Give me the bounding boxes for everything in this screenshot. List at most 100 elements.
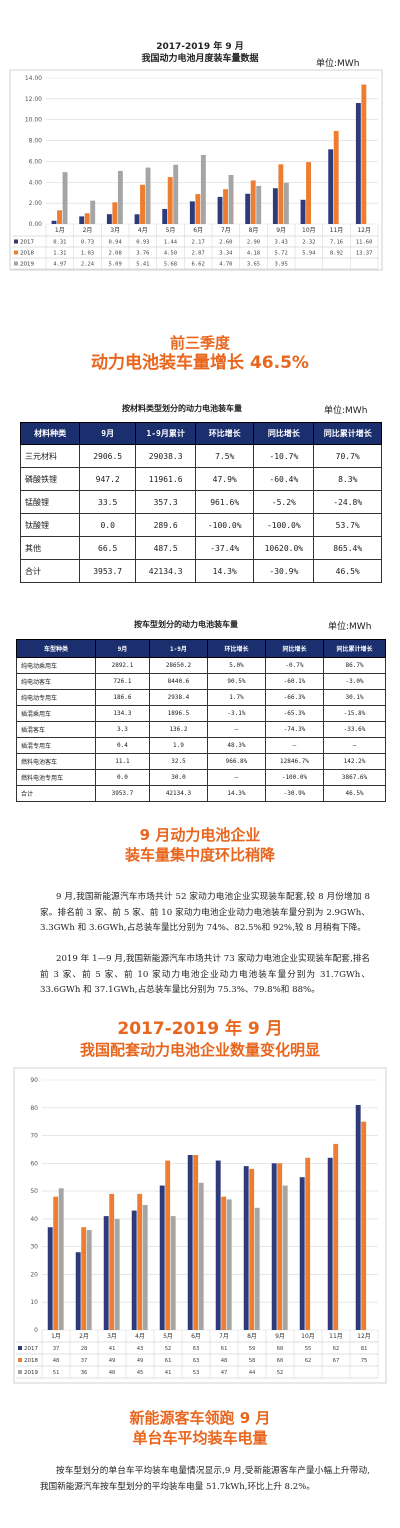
data-label: 3.34	[219, 251, 233, 257]
table-row: 纯电动专用车 186.6 2938.4 1.7% -66.3% 30.1%	[16, 689, 386, 706]
table1-title: 按材料类型划分的动力电池装车量	[122, 404, 242, 413]
row-label-cell: 锰酸锂	[19, 490, 81, 514]
value-cell: —	[206, 721, 266, 738]
value-cell: 186.6	[94, 689, 150, 706]
x-tick-label: 10月	[302, 227, 316, 234]
section3-heading-line1: 2017-2019 年 9 月	[117, 1019, 283, 1039]
x-tick-label: 4月	[138, 227, 148, 234]
value-cell: 8.3%	[313, 467, 382, 491]
data-label: 2.24	[81, 262, 95, 268]
bar-2018	[112, 202, 118, 224]
bar-2018	[223, 189, 228, 224]
value-cell: -10.7%	[253, 444, 315, 468]
value-cell: 142.2%	[323, 753, 386, 770]
bar-2018	[195, 194, 201, 224]
value-cell: —	[323, 737, 386, 754]
bar-2019	[117, 170, 123, 224]
x-tick-label: 6月	[193, 227, 203, 234]
bar-2018	[57, 210, 62, 224]
data-label: 41	[165, 1370, 172, 1376]
row-label-cell: 纯电动客车	[16, 673, 96, 690]
bar-2017	[328, 149, 334, 224]
bar-2017	[355, 103, 361, 224]
bar-2019	[282, 1185, 288, 1330]
value-cell: 8440.6	[148, 673, 208, 690]
data-label: 2.60	[219, 240, 232, 246]
table-row: 插混专用车 0.4 1.9 48.3% — —	[16, 737, 386, 754]
x-tick-label: 5月	[166, 227, 176, 234]
bar-2018	[277, 1163, 283, 1330]
value-cell: 33.5	[79, 490, 137, 514]
value-cell: 14.3%	[195, 559, 255, 583]
value-cell: 42134.3	[135, 559, 197, 583]
data-label: 5.94	[302, 251, 316, 257]
y-tick-label: 20	[30, 1271, 38, 1278]
value-cell: 1896.5	[148, 705, 208, 722]
value-cell: 289.6	[135, 513, 197, 537]
data-label: 2.08	[109, 251, 122, 257]
data-label: 48	[53, 1358, 60, 1364]
table2-title: 按车型划分的动力电池装车量	[134, 620, 238, 629]
data-label: 62	[333, 1346, 340, 1352]
data-label: 4.50	[164, 251, 177, 257]
col-header: 同比累计增长	[323, 639, 386, 658]
data-label: 67	[333, 1358, 340, 1364]
y-tick-label: 10.00	[25, 117, 42, 124]
row-label-cell: 燃料电池客车	[16, 753, 96, 770]
table-row: 其他 66.5 487.5 -37.4% 10620.0% 865.4%	[19, 536, 382, 560]
col-header: 1-9月	[148, 639, 208, 658]
data-label: 58	[249, 1358, 256, 1364]
legend-label: 2017	[24, 1346, 38, 1352]
value-cell: 966.8%	[206, 753, 266, 770]
value-cell: 70.7%	[313, 444, 382, 468]
data-label: 36	[81, 1370, 88, 1376]
data-label: 5.72	[275, 251, 288, 257]
y-tick-label: 30	[30, 1244, 38, 1251]
x-tick-label: 2月	[83, 227, 93, 234]
value-cell: 86.7%	[323, 657, 386, 674]
legend-swatch-2019	[14, 261, 18, 266]
value-cell: 3.3	[94, 721, 150, 738]
value-cell: 47.9%	[195, 467, 255, 491]
x-tick-label: 8月	[247, 1333, 257, 1340]
bar-2017	[103, 1216, 109, 1330]
value-cell: 3867.6%	[323, 769, 386, 786]
row-label-cell: 其他	[19, 536, 81, 560]
chart1-unit: 单位:MWh	[316, 59, 360, 69]
value-cell: -3.0%	[323, 673, 386, 690]
data-label: 2.87	[192, 251, 205, 257]
row-label-cell: 插混专用车	[16, 737, 96, 754]
value-cell: 12846.7%	[264, 753, 325, 770]
data-label: 5.68	[164, 262, 177, 268]
value-cell: -24.8%	[313, 490, 382, 514]
value-cell: 11961.6	[135, 467, 197, 491]
data-label: 53	[193, 1370, 200, 1376]
data-label: 4.70	[219, 262, 232, 268]
bar-2018	[278, 164, 284, 224]
value-cell: —	[264, 737, 325, 754]
data-label: 60	[277, 1346, 284, 1352]
y-tick-label: 10	[30, 1299, 38, 1306]
bar-2018	[137, 1193, 143, 1330]
row-label-cell: 纯电动专用车	[16, 689, 96, 706]
value-cell: 2906.5	[79, 444, 137, 468]
table-header-row: 车型种类 9月 1-9月 环比增长 同比增长 同比累计增长	[16, 639, 386, 658]
data-label: 7.16	[330, 240, 343, 246]
data-label: 40	[109, 1370, 116, 1376]
bar-2018	[84, 213, 90, 224]
bar-2019	[145, 167, 151, 224]
value-cell: 0.4	[94, 737, 150, 754]
y-tick-label: 4.00	[29, 179, 43, 186]
bar-2018	[249, 1168, 255, 1330]
bar-2018	[305, 1157, 311, 1330]
bar-2017	[79, 216, 85, 224]
data-label: 41	[109, 1346, 116, 1352]
table-row: 磷酸铁锂 947.2 11961.6 47.9% -60.4% 8.3%	[19, 467, 382, 491]
bar-2017	[134, 214, 140, 224]
row-label-cell: 插混乘用车	[16, 705, 96, 722]
data-label: 3.65	[247, 262, 260, 268]
value-cell: 7.5%	[195, 444, 255, 468]
value-cell: 30.0	[148, 769, 208, 786]
value-cell: 2892.1	[94, 657, 150, 674]
bar-2017	[327, 1157, 333, 1330]
